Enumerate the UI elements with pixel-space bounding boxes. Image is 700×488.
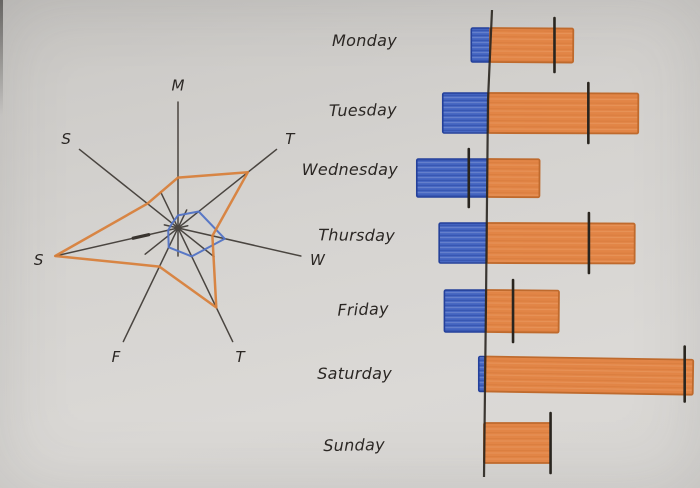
bar-category-label: Tuesday <box>329 100 398 120</box>
radar-series-orange <box>53 170 250 309</box>
blue-bar <box>441 92 490 134</box>
radar-axis-label: T <box>285 130 296 148</box>
orange-bar <box>483 422 552 464</box>
radar-chart: M T W T F S S <box>34 76 326 366</box>
bar-row-monday: Monday <box>332 16 575 74</box>
orange-bar <box>486 158 541 199</box>
bar-category-label: Sunday <box>323 435 385 455</box>
blue-bar <box>443 289 487 333</box>
radar-spoke <box>159 191 234 343</box>
radar-spoke <box>163 224 302 257</box>
photo-edge-shadow <box>0 0 3 115</box>
bar-category-label: Friday <box>337 299 389 320</box>
bar-row-sunday: Sunday <box>323 411 552 475</box>
blue-bar <box>415 158 489 198</box>
radar-axis-label: T <box>235 348 246 366</box>
bar-row-saturday: Saturday <box>317 345 695 403</box>
radar-axis-label: M <box>172 76 185 94</box>
radar-series-blue <box>167 210 226 258</box>
radar-axis-label: W <box>310 251 326 269</box>
orange-bar <box>483 355 695 396</box>
radar-spoke-dash <box>131 233 151 240</box>
bar-row-wednesday: Wednesday <box>302 147 541 209</box>
bar-row-friday: Friday <box>337 278 560 344</box>
bar-category-label: Saturday <box>317 364 392 383</box>
blue-bar <box>470 27 491 63</box>
baseline-axis <box>482 9 494 478</box>
radar-spoke <box>54 225 189 257</box>
bar-category-label: Monday <box>332 31 397 50</box>
radar-axis-label: S <box>61 130 71 148</box>
radar-axis-label: F <box>112 348 121 366</box>
bar-category-label: Wednesday <box>302 160 399 179</box>
radar-spoke <box>144 148 278 255</box>
orange-bar <box>484 289 560 334</box>
orange-bar <box>488 27 575 64</box>
bar-chart: Monday Tuesday Wednesday Thursday Friday Satu… <box>302 9 695 478</box>
orange-bar <box>486 222 636 265</box>
bar-category-label: Thursday <box>318 225 395 245</box>
orange-bar <box>487 92 640 135</box>
radar-axis-label: S <box>34 251 44 269</box>
bar-row-tuesday: Tuesday <box>329 81 640 145</box>
blue-bar <box>438 222 488 264</box>
radar-spoke <box>122 209 188 343</box>
bar-row-thursday: Thursday <box>318 211 636 275</box>
